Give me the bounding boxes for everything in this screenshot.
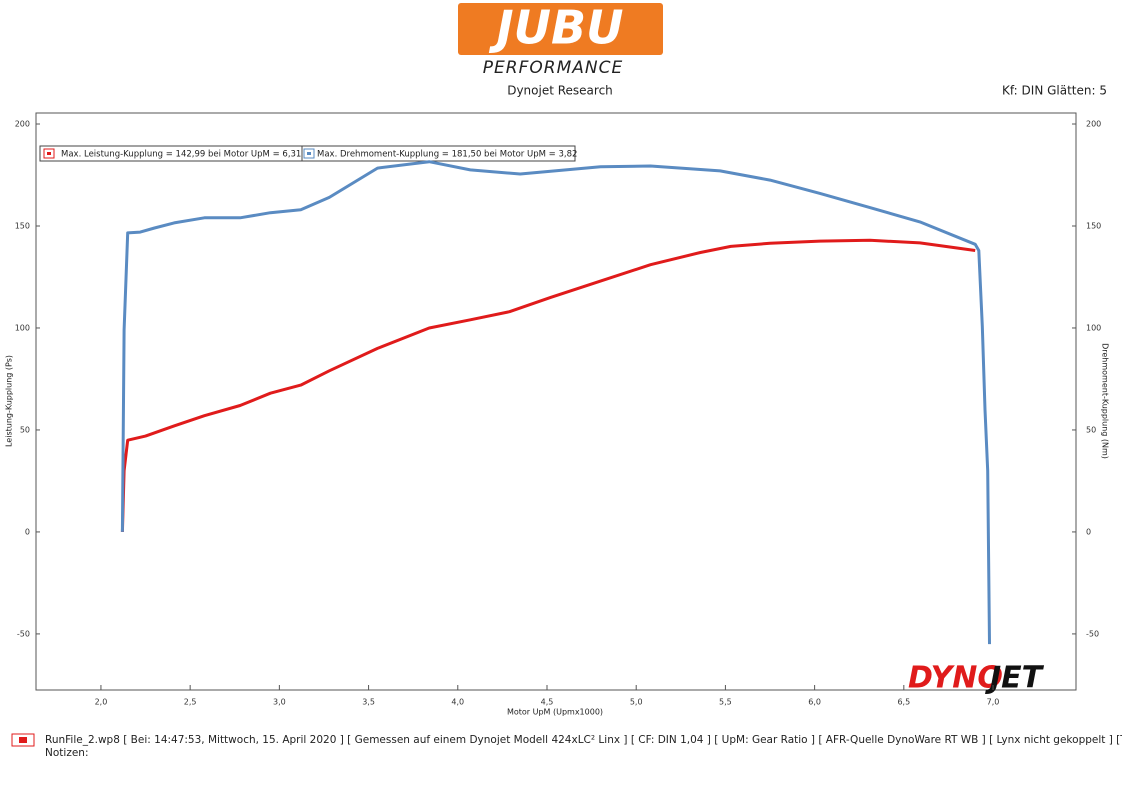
y-tick-label: 200 bbox=[15, 120, 30, 129]
subtitle: Dynojet Research bbox=[507, 84, 613, 98]
x-tick-label: 7,0 bbox=[987, 698, 1000, 707]
y2-tick-label: 0 bbox=[1086, 527, 1091, 536]
y-tick-label: -50 bbox=[17, 629, 30, 638]
legend-icon bbox=[303, 148, 315, 159]
y-tick-label: 50 bbox=[20, 425, 30, 434]
x-tick-label: 2,5 bbox=[184, 698, 197, 707]
legend-entry: Max. Leistung-Kupplung = 142,99 bei Moto… bbox=[61, 150, 301, 160]
x-tick-label: 4,0 bbox=[451, 698, 464, 707]
y2-tick-label: 200 bbox=[1086, 120, 1101, 129]
settings: Kf: DIN Glätten: 5 bbox=[1002, 84, 1107, 98]
footer-icon bbox=[19, 737, 27, 743]
y-tick-label: 150 bbox=[15, 221, 30, 230]
legend: Max. Leistung-Kupplung = 142,99 bei Moto… bbox=[39, 145, 577, 162]
x-tick-label: 2,0 bbox=[95, 698, 108, 707]
y-axis-label: Leistung-Kupplung (Ps) bbox=[5, 355, 14, 447]
logo: JUBU bbox=[489, 1, 624, 55]
plot-frame bbox=[35, 112, 1077, 691]
y2-tick-label: 100 bbox=[1086, 323, 1101, 332]
legend-icon bbox=[43, 148, 55, 159]
logo-box bbox=[458, 3, 663, 55]
x-tick-label: 5,5 bbox=[719, 698, 732, 707]
series-line bbox=[120, 160, 991, 645]
legend-entry: Max. Drehmoment-Kupplung = 181,50 bei Mo… bbox=[317, 150, 577, 160]
legend-icon bbox=[47, 152, 51, 155]
x-tick-label: 3,0 bbox=[273, 698, 286, 707]
x-tick-label: 6,5 bbox=[897, 698, 910, 707]
x-tick-label: 5,0 bbox=[630, 698, 643, 707]
y-tick-label: 0 bbox=[25, 527, 30, 536]
x-tick-label: 3,5 bbox=[362, 698, 375, 707]
y2-tick-label: 150 bbox=[1086, 221, 1101, 230]
x-tick-label: 4,5 bbox=[541, 698, 554, 707]
y-tick-label: 100 bbox=[15, 323, 30, 332]
legend-box bbox=[301, 145, 576, 162]
watermark: JET bbox=[985, 661, 1045, 696]
y2-tick-label: 50 bbox=[1086, 425, 1096, 434]
footer-notes: Notizen: bbox=[45, 747, 88, 759]
x-tick-label: 6,0 bbox=[808, 698, 821, 707]
y2-axis-label: Drehmoment-Kupplung (Nm) bbox=[1101, 343, 1110, 459]
footer-icon bbox=[11, 733, 35, 747]
watermark: DYNO bbox=[908, 661, 1003, 696]
logo-sub: PERFORMANCE bbox=[483, 58, 623, 78]
legend-icon bbox=[307, 152, 311, 155]
x-axis-label: Motor UpM (Upmx1000) bbox=[507, 708, 603, 717]
footer-run: RunFile_2.wp8 [ Bei: 14:47:53, Mittwoch,… bbox=[45, 734, 1122, 746]
series-line bbox=[120, 238, 976, 532]
y2-tick-label: -50 bbox=[1086, 629, 1099, 638]
